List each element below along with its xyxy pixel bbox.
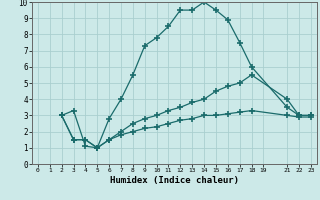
X-axis label: Humidex (Indice chaleur): Humidex (Indice chaleur) — [110, 176, 239, 185]
